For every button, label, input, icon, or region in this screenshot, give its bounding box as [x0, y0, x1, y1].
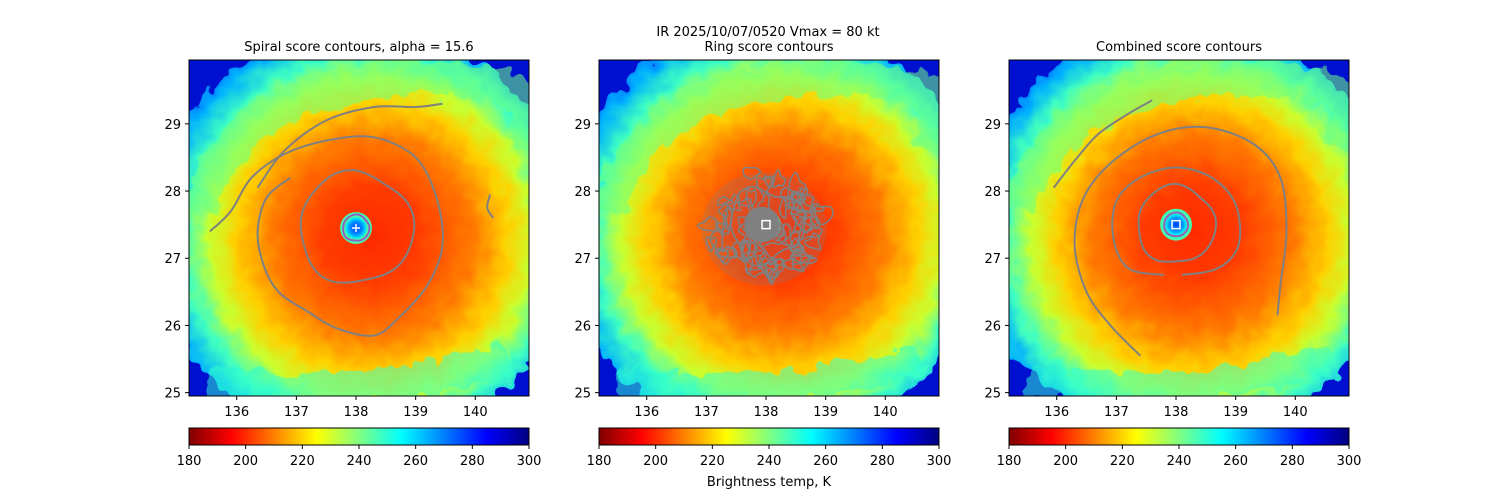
- colorbar-tick-label: 220: [700, 454, 725, 469]
- axes-frame: [188, 59, 530, 397]
- colorbar: 180 200 220 240 260 280 300: [997, 427, 1362, 469]
- colorbar-tick-label: 240: [757, 454, 782, 469]
- x-tick-label: 140: [463, 405, 488, 420]
- y-tick-label: 26: [164, 319, 181, 334]
- contour-line: [1111, 166, 1242, 276]
- center-marker: [352, 224, 361, 232]
- y-tick-label: 28: [164, 185, 181, 200]
- panel-3: Combined score contours 136 137 138 139 140 25…: [984, 40, 1362, 469]
- x-tick-label: 139: [813, 405, 838, 420]
- colorbar-tick-label: 220: [290, 454, 315, 469]
- x-tick-label: 137: [284, 405, 309, 420]
- x-tick-label: 137: [1104, 405, 1129, 420]
- colorbar-label: Brightness temp, K: [707, 475, 832, 490]
- colorbar-tick-label: 300: [927, 454, 952, 469]
- center-marker: [1171, 219, 1181, 230]
- colorbar-tick-label: 280: [870, 454, 895, 469]
- contour-line: [1052, 99, 1153, 189]
- center-marker: [761, 219, 771, 230]
- x-tick-label: 136: [1044, 405, 1069, 420]
- score-contours: [209, 102, 495, 337]
- y-tick-label: 28: [574, 185, 591, 200]
- ir-image: [189, 60, 529, 396]
- colorbar-tick-label: 180: [177, 454, 202, 469]
- colorbar-tick-label: 220: [1110, 454, 1135, 469]
- colorbar: 180 200 220 240 260 280 300: [587, 427, 952, 469]
- x-tick-label: 140: [1283, 405, 1308, 420]
- x-tick-label: 139: [403, 405, 428, 420]
- x-tick-label: 138: [344, 405, 369, 420]
- panel-title: Ring score contours: [704, 40, 833, 55]
- contour-line: [486, 194, 495, 219]
- colorbar-tick-label: 200: [643, 454, 668, 469]
- contour-line: [342, 213, 371, 242]
- contour-line: [256, 102, 443, 189]
- y-tick-label: 27: [164, 252, 181, 267]
- score-contours: [697, 166, 834, 286]
- colorbar-tick-label: 240: [1167, 454, 1192, 469]
- colorbar: 180 200 220 240 260 280 300: [177, 427, 542, 469]
- colorbar-tick-label: 200: [233, 454, 258, 469]
- x-tick-label: 140: [873, 405, 898, 420]
- contour-line: [299, 169, 416, 284]
- axes-frame: [598, 59, 940, 397]
- ir-image: [1009, 60, 1349, 396]
- panel-title: Spiral score contours, alpha = 15.6: [244, 40, 473, 55]
- colorbar-tick-label: 260: [813, 454, 838, 469]
- colorbar-tick-label: 240: [347, 454, 372, 469]
- colorbar-tick-label: 300: [517, 454, 542, 469]
- contour-line: [209, 135, 444, 337]
- y-tick-label: 27: [984, 252, 1001, 267]
- y-tick-label: 29: [984, 118, 1001, 133]
- axes-frame: [1008, 59, 1350, 397]
- ir-image: [599, 60, 939, 396]
- ring-contour-cluster: [697, 166, 834, 286]
- x-tick-label: 137: [694, 405, 719, 420]
- y-tick-label: 25: [574, 387, 591, 402]
- contour-line: [1073, 125, 1288, 357]
- contour-line: [1137, 182, 1218, 263]
- colorbar-tick-label: 280: [460, 454, 485, 469]
- y-tick-label: 28: [984, 185, 1001, 200]
- x-tick-label: 136: [634, 405, 659, 420]
- panel-2: Ring score contours 136 137 138 139 140 25 26 27…: [574, 40, 952, 469]
- x-tick-label: 136: [224, 405, 249, 420]
- y-tick-label: 25: [984, 387, 1001, 402]
- panel-1: Spiral score contours, alpha = 15.6 136 13…: [164, 40, 542, 469]
- y-tick-label: 27: [574, 252, 591, 267]
- y-tick-label: 29: [574, 118, 591, 133]
- x-tick-label: 138: [754, 405, 779, 420]
- y-tick-label: 25: [164, 387, 181, 402]
- colorbar-tick-label: 260: [403, 454, 428, 469]
- panel-title: Combined score contours: [1096, 40, 1262, 55]
- contour-line: [1163, 211, 1190, 238]
- y-tick-label: 26: [574, 319, 591, 334]
- colorbar-tick-label: 300: [1337, 454, 1362, 469]
- y-tick-label: 29: [164, 118, 181, 133]
- colorbar-tick-label: 180: [997, 454, 1022, 469]
- y-tick-label: 26: [984, 319, 1001, 334]
- colorbar-tick-label: 260: [1223, 454, 1248, 469]
- x-tick-label: 139: [1223, 405, 1248, 420]
- colorbar-tick-label: 280: [1280, 454, 1305, 469]
- figure-suptitle: IR 2025/10/07/0520 Vmax = 80 kt: [656, 25, 879, 40]
- colorbar-tick-label: 180: [587, 454, 612, 469]
- x-tick-label: 138: [1164, 405, 1189, 420]
- eye: [1164, 212, 1188, 237]
- colorbar-tick-label: 200: [1053, 454, 1078, 469]
- score-contours: [1052, 99, 1288, 357]
